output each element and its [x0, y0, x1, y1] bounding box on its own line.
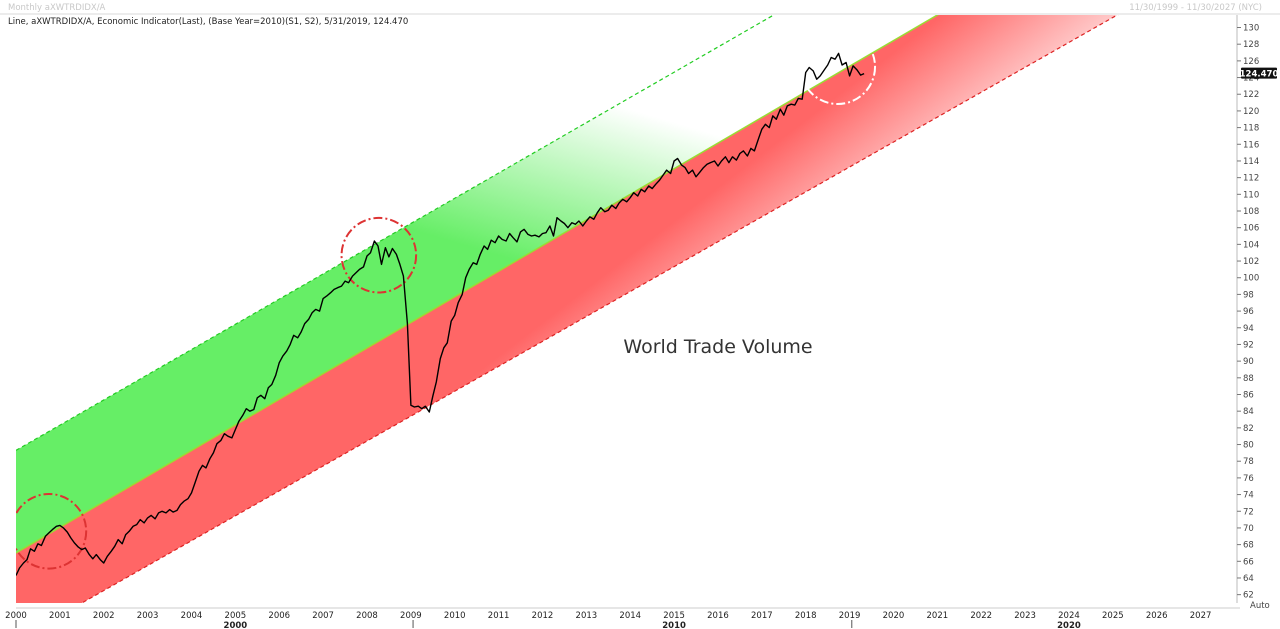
plot-area — [16, 15, 1119, 603]
x-tick-label: 2013 — [576, 611, 598, 621]
y-tick-label: 104 — [1243, 240, 1259, 250]
y-tick-label: 78 — [1243, 457, 1254, 467]
last-value-box — [1241, 67, 1277, 79]
highlight-circle-2 — [340, 216, 418, 294]
last-value-marker: 124.470 — [1240, 67, 1279, 80]
x-tick-label: 2018 — [795, 611, 817, 621]
x-tick-label: 2011 — [488, 611, 510, 621]
highlight-circle-3 — [799, 28, 877, 106]
y-tick-label: 80 — [1243, 441, 1254, 451]
date-range-label: 11/30/1999 - 11/30/2027 (NYC) — [1129, 3, 1262, 13]
y-tick-label: 116 — [1243, 140, 1259, 150]
x-tick-label: 2023 — [1014, 611, 1036, 621]
y-tick-label: 122 — [1243, 90, 1259, 100]
x-tick-label: 2007 — [312, 611, 334, 621]
y-tick-label: 68 — [1243, 541, 1254, 551]
lower-channel-line — [80, 15, 1119, 603]
y-tick-label: 106 — [1243, 224, 1259, 234]
middle-channel-line — [16, 15, 939, 554]
last-value-label: 124.470 — [1240, 70, 1279, 80]
x-tick-label: 2003 — [137, 611, 159, 621]
y-tick-label: 100 — [1243, 274, 1259, 284]
x-tick-label: 2010 — [444, 611, 466, 621]
x-tick-label: 2000 — [5, 611, 27, 621]
y-tick-label: 92 — [1243, 340, 1254, 350]
y-tick-label: 112 — [1243, 174, 1259, 184]
x-tick-label: 2016 — [707, 611, 729, 621]
x-tick-label: 2001 — [49, 611, 71, 621]
y-tick-label: 76 — [1243, 474, 1254, 484]
x-tick-label: 2005 — [225, 611, 247, 621]
auto-scale-label[interactable]: Auto — [1250, 601, 1270, 611]
y-tick-label: 86 — [1243, 390, 1254, 400]
y-tick-label: 96 — [1243, 307, 1254, 317]
series-legend: Line, aXWTRDIDX/A, Economic Indicator(La… — [8, 17, 408, 27]
x-tick-label: 2017 — [751, 611, 773, 621]
x-decade-label: 2010 — [662, 621, 686, 629]
y-tick-label: 82 — [1243, 424, 1254, 434]
x-tick-label: 2025 — [1102, 611, 1124, 621]
x-tick-label: 2012 — [532, 611, 554, 621]
x-tick-label: 2014 — [619, 611, 641, 621]
x-tick-label: 2002 — [93, 611, 115, 621]
y-tick-label: 62 — [1243, 591, 1254, 601]
x-tick-label: 2008 — [356, 611, 378, 621]
x-tick-label: 2004 — [181, 611, 203, 621]
y-tick-label: 74 — [1243, 491, 1254, 501]
highlight-circles — [16, 28, 877, 570]
x-tick-label: 2009 — [400, 611, 422, 621]
x-tick-label: 2021 — [927, 611, 949, 621]
x-tick-label: 2024 — [1058, 611, 1080, 621]
y-tick-label: 130 — [1243, 24, 1259, 34]
y-tick-label: 88 — [1243, 374, 1254, 384]
x-decade-label: 2020 — [1057, 621, 1081, 629]
y-tick-label: 70 — [1243, 524, 1254, 534]
lower-channel-band — [16, 15, 1118, 603]
chart-annotation: World Trade Volume — [623, 336, 812, 358]
y-tick-label: 126 — [1243, 57, 1259, 67]
x-tick-label: 2019 — [839, 611, 861, 621]
x-axis: 2000 2001 2002 2003 2004 2005 2006 2007 2008 2009… — [5, 607, 1240, 629]
series-line — [16, 52, 865, 576]
x-tick-label: 2006 — [268, 611, 290, 621]
x-tick-label: 2022 — [970, 611, 992, 621]
x-tick-label: 2015 — [663, 611, 685, 621]
x-tick-label: 2026 — [1146, 611, 1168, 621]
y-tick-label: 120 — [1243, 107, 1259, 117]
y-tick-label: 94 — [1243, 324, 1254, 334]
y-tick-label: 114 — [1243, 157, 1259, 167]
y-tick-label: 98 — [1243, 290, 1254, 300]
chart-title: Monthly aXWTRDIDX/A — [8, 3, 106, 13]
y-tick-label: 118 — [1243, 124, 1259, 134]
y-tick-label: 72 — [1243, 507, 1254, 517]
y-tick-label: 66 — [1243, 557, 1254, 567]
y-tick-label: 64 — [1243, 574, 1254, 584]
y-tick-label: 84 — [1243, 407, 1254, 417]
y-axis: 62 64 66 68 70 72 74 76 78 80 82 84 86 88 90 92 94 96 98 10… — [1236, 15, 1259, 603]
highlight-circle-1 — [16, 492, 88, 570]
y-tick-label: 128 — [1243, 40, 1259, 50]
x-tick-label: 2027 — [1190, 611, 1212, 621]
y-tick-label: 90 — [1243, 357, 1254, 367]
x-tick-label: 2020 — [883, 611, 905, 621]
y-tick-label: 108 — [1243, 207, 1259, 217]
x-decade-label: 2000 — [224, 621, 248, 629]
y-tick-label: 110 — [1243, 190, 1259, 200]
y-tick-label: 102 — [1243, 257, 1259, 267]
